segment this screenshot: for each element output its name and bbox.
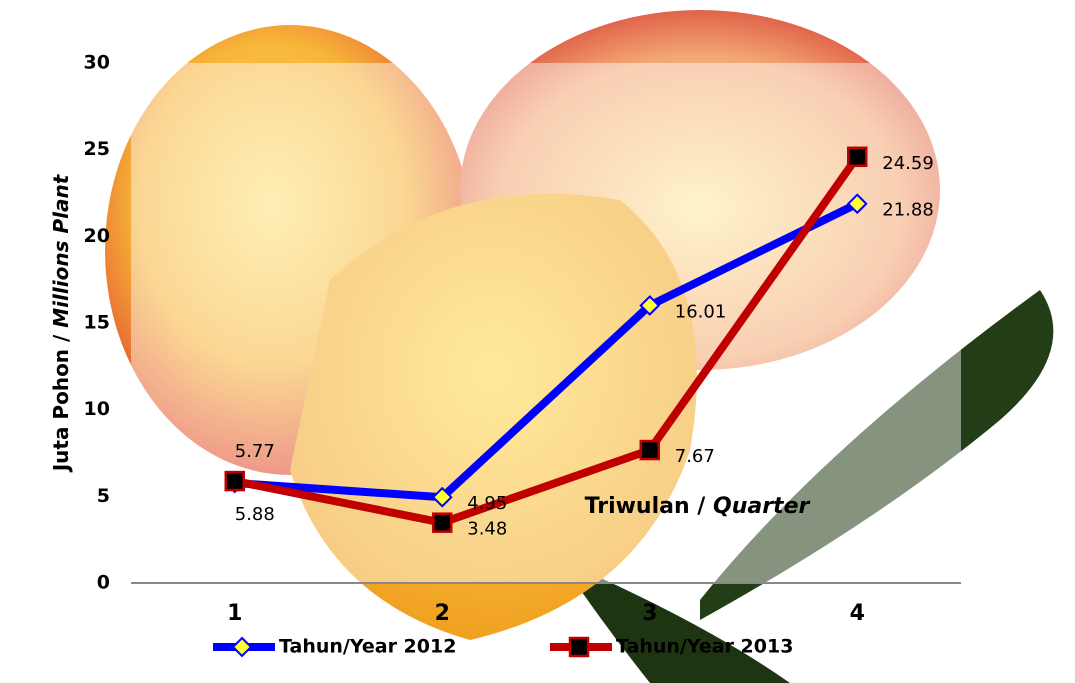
series-line: [234, 200, 860, 502]
data-label: 7.67: [675, 446, 715, 467]
y-tick-label: 20: [84, 225, 110, 247]
marker: [231, 636, 253, 658]
x-tick-label: 2: [435, 601, 450, 626]
data-label: 21.88: [882, 200, 934, 221]
series-line: [233, 154, 861, 527]
y-tick-label: 5: [97, 485, 110, 507]
marker: [847, 146, 868, 168]
background-image: [105, 10, 1054, 683]
marker: [568, 636, 590, 658]
y-axis-title: Juta Pohon / Millions Plant: [49, 173, 73, 473]
marker: [431, 486, 453, 508]
y-axis-title-part: Juta Pohon /: [49, 328, 73, 474]
x-tick-label: 3: [642, 601, 657, 626]
x-axis-title-part: Quarter: [713, 494, 810, 519]
x-axis-title-part: Triwulan /: [585, 494, 713, 519]
x-axis-title: Triwulan / Quarter: [585, 494, 811, 519]
data-label: 16.01: [675, 301, 727, 322]
x-tick-label: 1: [227, 601, 242, 626]
data-label: 5.77: [235, 441, 275, 462]
legend-label: Tahun/Year 2012: [279, 636, 456, 658]
y-axis-title-part: Millions Plant: [49, 173, 73, 327]
y-tick-label: 30: [84, 52, 110, 74]
data-label: 5.88: [235, 504, 275, 525]
marker: [846, 193, 868, 215]
y-tick-label: 25: [84, 138, 110, 160]
y-tick-label: 15: [84, 312, 110, 334]
data-label: 3.48: [467, 519, 507, 540]
marker: [639, 439, 660, 461]
x-tick-label: 4: [850, 601, 865, 626]
marker: [639, 295, 661, 316]
marker: [432, 512, 453, 533]
y-tick-label: 0: [97, 572, 110, 594]
data-label: 4.95: [467, 493, 507, 514]
marker: [224, 470, 245, 492]
legend-label: Tahun/Year 2013: [616, 636, 793, 658]
data-label: 24.59: [882, 153, 934, 174]
y-tick-label: 10: [84, 398, 110, 420]
